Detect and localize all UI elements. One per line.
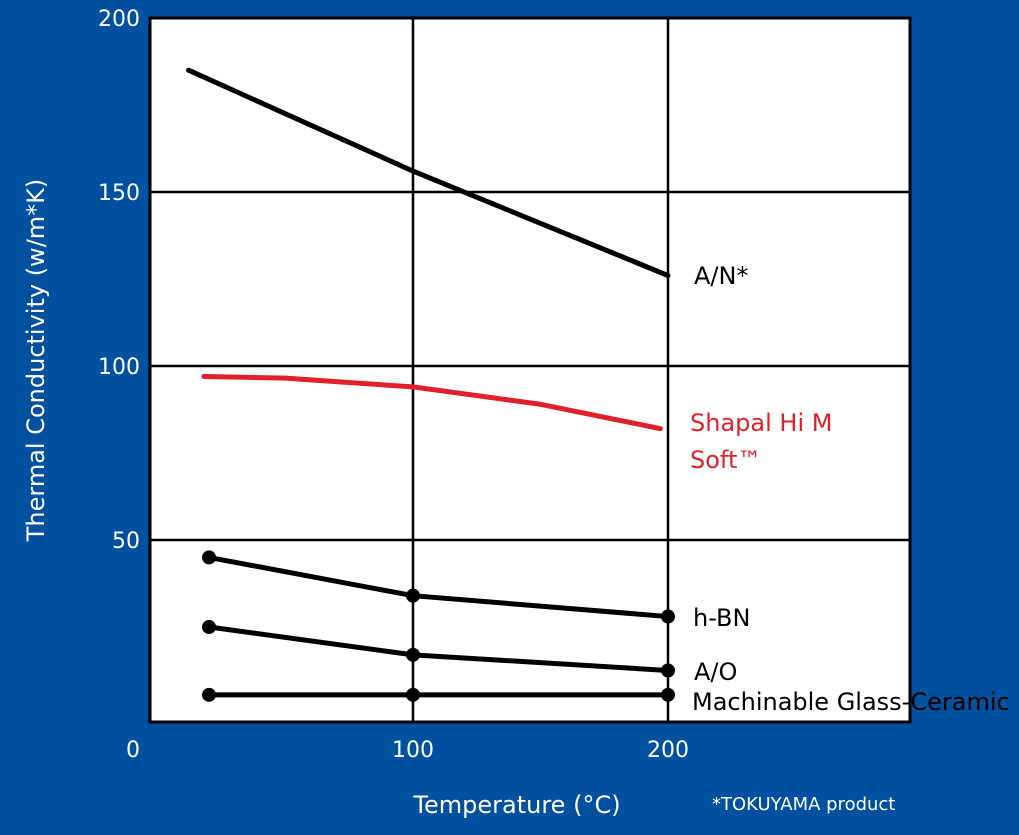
series-3-point-2 [661, 663, 675, 678]
y-tick-150: 150 [98, 181, 140, 206]
y-tick-200: 200 [98, 7, 140, 32]
x-axis-title: Temperature (°C) [412, 791, 620, 819]
x-tick-100: 100 [392, 738, 434, 763]
y-tick-100: 100 [98, 355, 140, 380]
gridlines [150, 18, 910, 722]
plot-area [148, 16, 912, 724]
x-tick-labels: 0 100 200 [126, 738, 689, 763]
series-label-an: A/N* [694, 262, 748, 290]
x-tick-0: 0 [126, 738, 140, 763]
series-group [186, 67, 675, 702]
series-4-point-0 [202, 687, 216, 702]
y-tick-labels: 50 100 150 200 [98, 7, 140, 554]
series-label-glass-ceramic: Machinable Glass-Ceramic [692, 688, 1010, 716]
series-label-shapal-line1: Shapal Hi M [690, 409, 832, 437]
series-3-point-0 [202, 620, 216, 634]
x-tick-200: 200 [647, 738, 689, 763]
series-label-shapal-line2: Soft™ [690, 446, 761, 474]
y-axis-title: Thermal Conductivity (w/m*K) [22, 179, 50, 543]
y-tick-50: 50 [112, 529, 140, 554]
footnote: *TOKUYAMA product [712, 794, 895, 815]
series-line-1 [201, 373, 663, 432]
series-2-point-0 [202, 550, 216, 565]
series-2-point-1 [406, 588, 420, 603]
series-3-point-1 [406, 647, 420, 662]
series-line-0 [186, 67, 671, 279]
series-4-point-2 [661, 687, 675, 702]
series-4-point-1 [406, 687, 420, 702]
series-2-point-2 [661, 609, 675, 624]
series-labels: A/N* Shapal Hi M Soft™ h-BN A/O Machinab… [690, 262, 1010, 716]
series-label-hbn: h-BN [693, 604, 750, 632]
series-label-ao: A/O [694, 658, 737, 686]
